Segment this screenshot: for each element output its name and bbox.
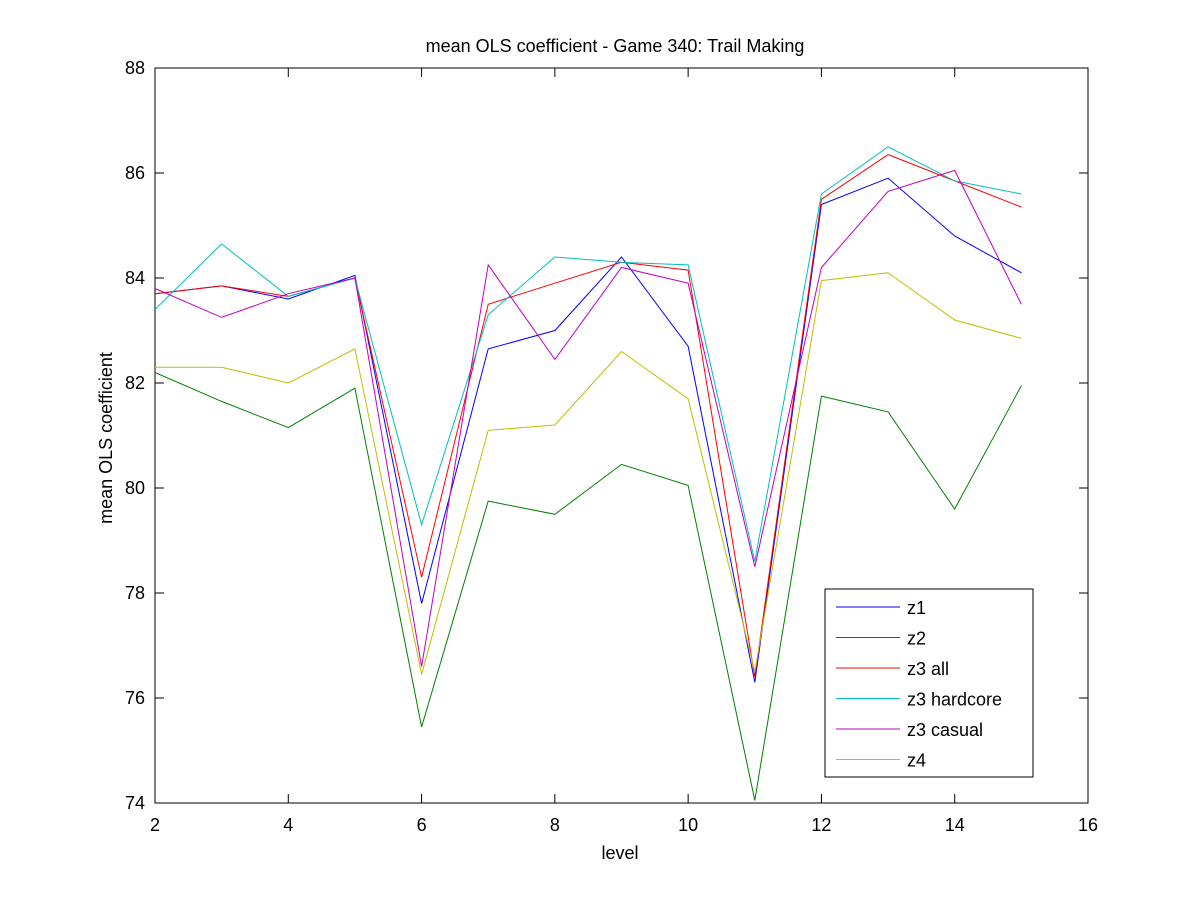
legend-label: z3 all: [907, 659, 949, 679]
y-tick-label: 78: [125, 583, 145, 603]
x-tick-label: 12: [811, 815, 831, 835]
series-lines: [154, 146, 1022, 801]
series-line-z3-casual: [154, 169, 1022, 667]
x-tick-label: 2: [150, 815, 160, 835]
y-tick-label: 86: [125, 163, 145, 183]
x-tick-label: 6: [417, 815, 427, 835]
x-tick-label: 4: [283, 815, 293, 835]
chart-title: mean OLS coefficient - Game 340: Trail M…: [426, 36, 805, 56]
series-line-z3-hardcore: [154, 146, 1022, 562]
series-line-z2: [154, 372, 1022, 801]
y-tick-label: 76: [125, 688, 145, 708]
y-tick-label: 88: [125, 58, 145, 78]
legend-label: z3 casual: [907, 720, 983, 740]
y-tick-label: 84: [125, 268, 145, 288]
legend-box: [824, 588, 1034, 778]
series-line-z4: [155, 272, 1022, 675]
legend-label: z3 hardcore: [907, 690, 1002, 710]
y-axis-ticks: 74 76 78 80 82 84 86 88: [125, 58, 1088, 813]
legend-label: z1: [907, 598, 926, 618]
y-tick-label: 80: [125, 478, 145, 498]
x-tick-label: 10: [678, 815, 698, 835]
legend: z1 z2 z3 all z3 hardcore z3 casual z4: [824, 588, 1034, 778]
legend-label: z4: [907, 751, 926, 771]
x-tick-label: 14: [945, 815, 965, 835]
y-tick-label: 74: [125, 793, 145, 813]
y-tick-label: 82: [125, 373, 145, 393]
legend-label: z2: [907, 629, 926, 649]
x-tick-label: 16: [1078, 815, 1098, 835]
x-axis-ticks: 2 4 6 8 10 12 14 16: [150, 68, 1098, 835]
x-tick-label: 8: [550, 815, 560, 835]
y-axis-label: mean OLS coefficient: [96, 352, 116, 524]
x-axis-label: level: [601, 843, 638, 863]
series-line-z1: [154, 177, 1022, 683]
